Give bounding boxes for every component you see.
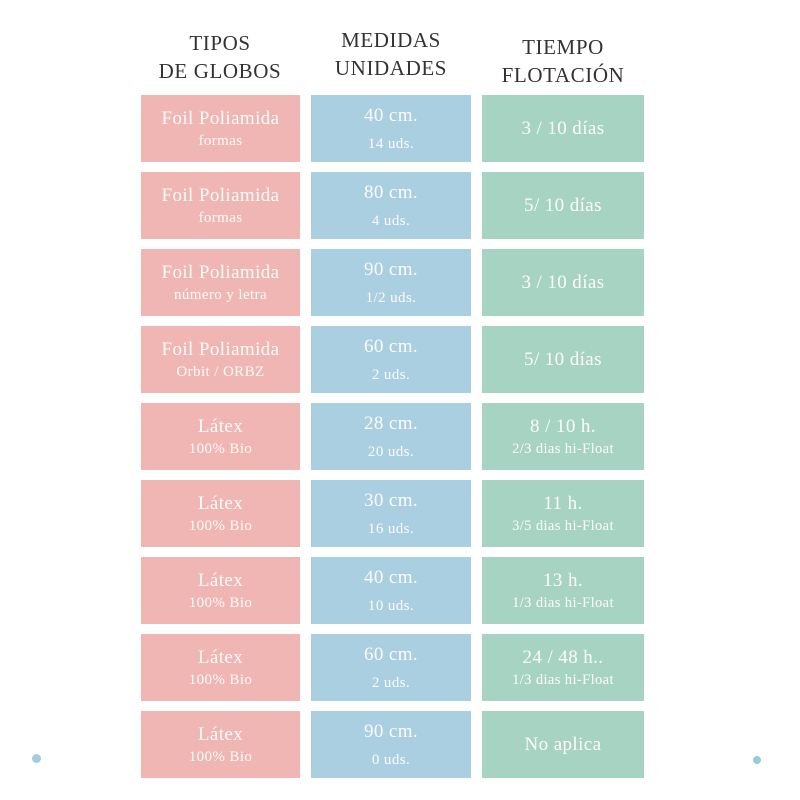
tipo-cell: Látex 100% Bio (141, 711, 300, 778)
cell-line: Foil Poliamida (161, 261, 280, 283)
medida-cell: 80 cm. 4 uds. (311, 172, 471, 239)
medida-cell: 40 cm. 14 uds. (311, 95, 471, 162)
cell-line: 40 cm. (363, 105, 419, 127)
cell-line: 13 h. (543, 569, 583, 591)
cell-line: 5/ 10 días (524, 348, 602, 370)
cell-line: 16 uds. (367, 520, 415, 537)
cell-line: Foil Poliamida (161, 338, 280, 360)
cell-line: 60 cm. (363, 644, 419, 666)
cell-line: Foil Poliamida (161, 184, 280, 206)
cell-line: 10 uds. (367, 597, 415, 614)
cell-line: 4 uds. (371, 212, 411, 229)
cell-line: 20 uds. (367, 443, 415, 460)
medida-cell: 40 cm. 10 uds. (311, 557, 471, 624)
cell-line: 80 cm. (363, 182, 419, 204)
cell-line: Látex (197, 723, 244, 745)
cell-line: 90 cm. (363, 721, 419, 743)
balloon-info-table: Foil Poliamida formas 40 cm. 14 uds. 3 / 10 … (141, 95, 644, 778)
tipo-cell: Foil Poliamida formas (141, 172, 300, 239)
cell-line: Foil Poliamida (161, 107, 280, 129)
cell-line: 2 uds. (371, 366, 411, 383)
tiempo-cell: 3 / 10 días (482, 249, 644, 316)
medida-cell: 90 cm. 1/2 uds. (311, 249, 471, 316)
cell-line: Orbit / ORBZ (176, 364, 265, 381)
cell-line: 3/5 dias hi-Float (512, 517, 614, 534)
tiempo-cell: 3 / 10 días (482, 95, 644, 162)
cell-line: 11 h. (543, 492, 583, 514)
tipo-cell: Látex 100% Bio (141, 403, 300, 470)
tipo-cell: Látex 100% Bio (141, 557, 300, 624)
column-header-medidas-unidades: MEDIDAS UNIDADES (334, 28, 448, 80)
column-header-tipos-de-globos: TIPOS DE GLOBOS (158, 31, 282, 83)
cell-line: Látex (197, 646, 244, 668)
cell-line: 100% Bio (188, 749, 253, 766)
cell-line: Látex (197, 492, 244, 514)
cell-line: 0 uds. (371, 751, 411, 768)
cell-line: 28 cm. (363, 413, 419, 435)
cell-line: 14 uds. (367, 135, 415, 152)
medida-cell: 28 cm. 20 uds. (311, 403, 471, 470)
cell-line: 60 cm. (363, 336, 419, 358)
cell-line: 40 cm. (363, 567, 419, 589)
cell-line: 2/3 dias hi-Float (512, 440, 614, 457)
cell-line: 90 cm. (363, 259, 419, 281)
cell-line: 1/3 dias hi-Float (512, 671, 614, 688)
cell-line: formas (198, 210, 243, 227)
cell-line: 100% Bio (188, 518, 253, 535)
tipo-cell: Foil Poliamida formas (141, 95, 300, 162)
medida-cell: 30 cm. 16 uds. (311, 480, 471, 547)
tiempo-cell: No aplica (482, 711, 644, 778)
cell-line: 1/3 dias hi-Float (512, 594, 614, 611)
tiempo-cell: 5/ 10 días (482, 326, 644, 393)
cell-line: 8 / 10 h. (530, 415, 596, 437)
cell-line: 5/ 10 días (524, 194, 602, 216)
cell-line: 1/2 uds. (365, 289, 417, 306)
medida-cell: 60 cm. 2 uds. (311, 634, 471, 701)
cell-line: Látex (197, 415, 244, 437)
tipo-cell: Foil Poliamida número y letra (141, 249, 300, 316)
cell-line: 2 uds. (371, 674, 411, 691)
cell-line: formas (198, 133, 243, 150)
decorative-dot-right-icon (753, 756, 761, 764)
cell-line: No aplica (524, 733, 602, 755)
cell-line: 3 / 10 días (521, 117, 605, 139)
cell-line: 100% Bio (188, 672, 253, 689)
cell-line: 100% Bio (188, 595, 253, 612)
medida-cell: 90 cm. 0 uds. (311, 711, 471, 778)
medida-cell: 60 cm. 2 uds. (311, 326, 471, 393)
tiempo-cell: 11 h. 3/5 dias hi-Float (482, 480, 644, 547)
decorative-dot-left-icon (32, 754, 41, 763)
cell-line: Látex (197, 569, 244, 591)
tiempo-cell: 5/ 10 días (482, 172, 644, 239)
cell-line: 3 / 10 días (521, 271, 605, 293)
tiempo-cell: 8 / 10 h. 2/3 dias hi-Float (482, 403, 644, 470)
cell-line: 100% Bio (188, 441, 253, 458)
tiempo-cell: 13 h. 1/3 dias hi-Float (482, 557, 644, 624)
tiempo-cell: 24 / 48 h.. 1/3 dias hi-Float (482, 634, 644, 701)
cell-line: 24 / 48 h.. (522, 646, 604, 668)
cell-line: 30 cm. (363, 490, 419, 512)
tipo-cell: Foil Poliamida Orbit / ORBZ (141, 326, 300, 393)
column-header-tiempo-flotacion: TIEMPO FLOTACIÓN (501, 35, 625, 87)
tipo-cell: Látex 100% Bio (141, 480, 300, 547)
cell-line: número y letra (173, 287, 268, 304)
tipo-cell: Látex 100% Bio (141, 634, 300, 701)
